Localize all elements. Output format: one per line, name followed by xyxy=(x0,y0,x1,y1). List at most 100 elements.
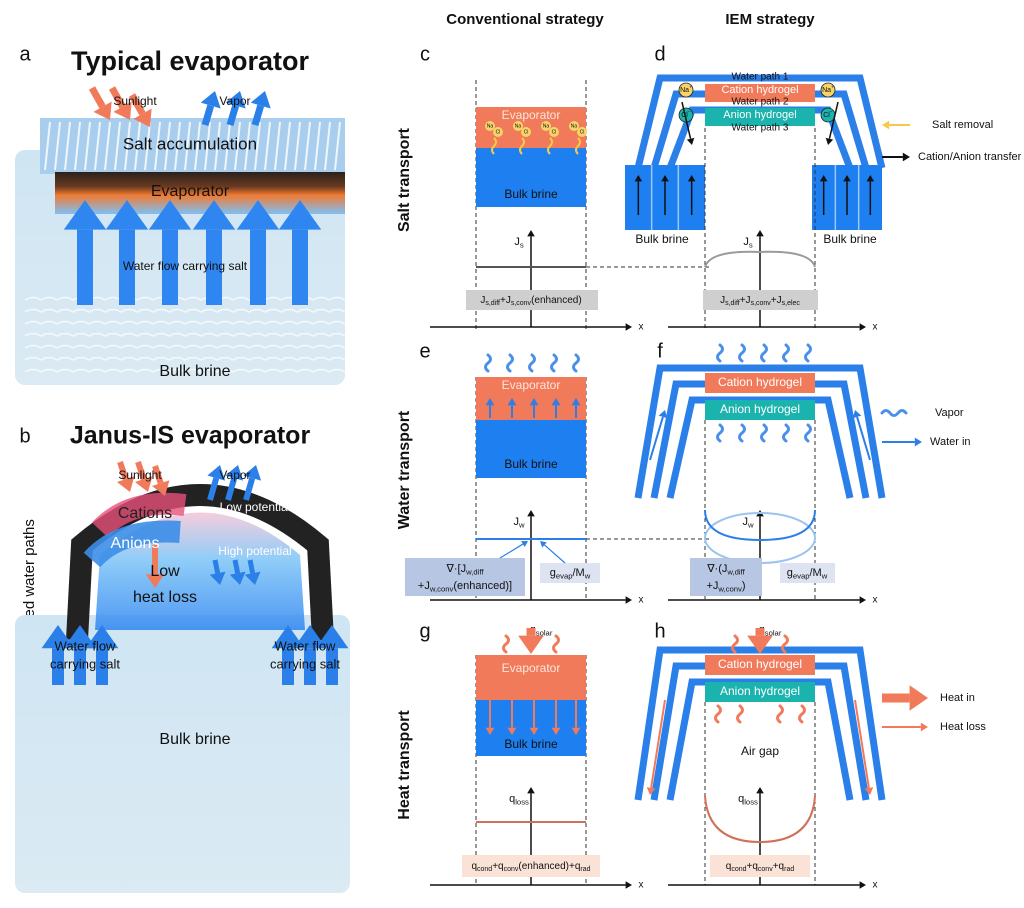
panel-letter: f xyxy=(657,340,663,362)
sunlight-arrow-head xyxy=(151,480,170,496)
salt-removal xyxy=(519,137,525,155)
flow-arrow-head xyxy=(278,200,322,230)
flow-arrow-head xyxy=(63,625,97,649)
formula: Js,diff+Js,conv(enhanced) xyxy=(480,295,581,307)
salt-crystal xyxy=(284,121,291,171)
salt-crystal xyxy=(124,121,131,171)
vapor-arrow-head xyxy=(200,91,221,109)
flow-arrow-head xyxy=(192,200,236,230)
label: Bulk brine xyxy=(159,363,230,380)
formula-part: w,diff xyxy=(726,567,745,576)
transfer-arrow xyxy=(828,101,839,139)
label: Bulk brine xyxy=(504,187,558,201)
row-title: Salt transport xyxy=(396,127,413,232)
ion xyxy=(513,121,523,131)
cation-hydrogel xyxy=(705,373,815,393)
formula: Cl− xyxy=(823,111,833,119)
formula: Js,diff+Js,conv+Js,elec xyxy=(720,295,800,307)
formula-part: (enhanced)] xyxy=(453,580,512,592)
transfer-arrow xyxy=(681,101,692,139)
vapor-arrow xyxy=(201,104,215,126)
water-arrow-head xyxy=(551,398,561,406)
x-axis-label: x xyxy=(639,880,644,891)
y-axis-head xyxy=(756,787,764,794)
flow-arrow-head xyxy=(293,625,327,649)
panel-title: Janus-IS evaporator xyxy=(70,422,311,450)
flow-arrow-head xyxy=(634,175,643,182)
formula: qcond+qconv+qrad xyxy=(726,861,795,873)
formula: ∇·(Jw,diff xyxy=(706,563,745,576)
label: Evaporator xyxy=(151,183,230,200)
panel-letter: g xyxy=(419,620,430,642)
flow-arrow-head xyxy=(63,200,107,230)
salt-crystal xyxy=(44,121,51,171)
flux-profile xyxy=(704,250,816,268)
formula-part: J xyxy=(514,236,520,248)
salt-crystal xyxy=(324,121,331,171)
salt-crystal xyxy=(144,121,151,171)
flow-arrow-head xyxy=(85,625,119,649)
label: Cl xyxy=(496,129,501,135)
formula-part: J xyxy=(720,295,725,306)
heat-arrow-head xyxy=(485,727,495,735)
salt-removal xyxy=(491,137,497,155)
squiggle xyxy=(760,343,768,363)
label: Evaporator xyxy=(502,108,561,122)
transfer-arrow-head xyxy=(686,137,695,145)
label: Cations xyxy=(118,505,172,522)
squiggle xyxy=(760,423,768,443)
formula-part: (enhanced)+q xyxy=(518,861,580,872)
formula-part: +J xyxy=(706,580,718,592)
flow-arrow-head xyxy=(819,175,828,182)
x-axis-head xyxy=(625,881,632,889)
formula-box xyxy=(703,290,818,310)
squiggle xyxy=(798,704,806,724)
sunlight-arrow xyxy=(88,86,106,109)
ion xyxy=(541,121,551,131)
pointer xyxy=(499,543,524,559)
salt-crystal xyxy=(54,121,61,171)
y-axis-head xyxy=(527,230,535,237)
water-arrow-head xyxy=(529,398,539,406)
panel-letter: d xyxy=(654,43,665,65)
label: Bulk brine xyxy=(823,232,877,246)
salt-removal xyxy=(547,137,553,155)
formula-part: g xyxy=(550,567,556,579)
water-path xyxy=(634,364,886,499)
label: Cl xyxy=(524,129,529,135)
formula-box xyxy=(405,558,525,596)
pointer xyxy=(544,544,566,564)
formula-part: s,conv xyxy=(511,300,532,307)
label: Sunlight xyxy=(113,94,157,108)
evaporator xyxy=(476,655,586,700)
formula-box xyxy=(540,563,600,583)
ion xyxy=(493,127,503,137)
heat-arrow-head xyxy=(551,727,561,735)
formula-part: solar xyxy=(765,628,782,637)
vapor-arrow-head xyxy=(207,465,226,481)
formula-part: ∇·[J xyxy=(446,563,467,575)
sunlight-arrow-head xyxy=(116,476,135,492)
formula-part: +q xyxy=(492,861,503,872)
heat-arrow-head xyxy=(646,787,656,795)
water-arrow-head xyxy=(485,398,495,406)
label: High potential xyxy=(218,544,291,558)
squiggle xyxy=(880,409,908,417)
formula-part: q xyxy=(471,861,477,872)
formula: qcond+qconv(enhanced)+qrad xyxy=(471,861,590,873)
legend-arrow-head xyxy=(882,120,890,130)
sunlight-arrow-head xyxy=(133,108,152,127)
label: Anion hydrogel xyxy=(723,109,796,121)
flow-arrow-head xyxy=(148,200,192,230)
heat-arrow-head xyxy=(518,635,544,654)
formula-part: cond xyxy=(731,866,746,873)
label: carrying salt xyxy=(270,656,340,671)
y-axis-label: qloss xyxy=(509,793,529,806)
evaporator xyxy=(476,377,586,420)
label: Na xyxy=(571,123,578,129)
flow-arrow-head xyxy=(229,571,246,585)
y-axis-head xyxy=(527,787,535,794)
formula-part: s,elec xyxy=(782,300,801,307)
formula-box xyxy=(462,855,600,877)
squiggle xyxy=(738,343,746,363)
